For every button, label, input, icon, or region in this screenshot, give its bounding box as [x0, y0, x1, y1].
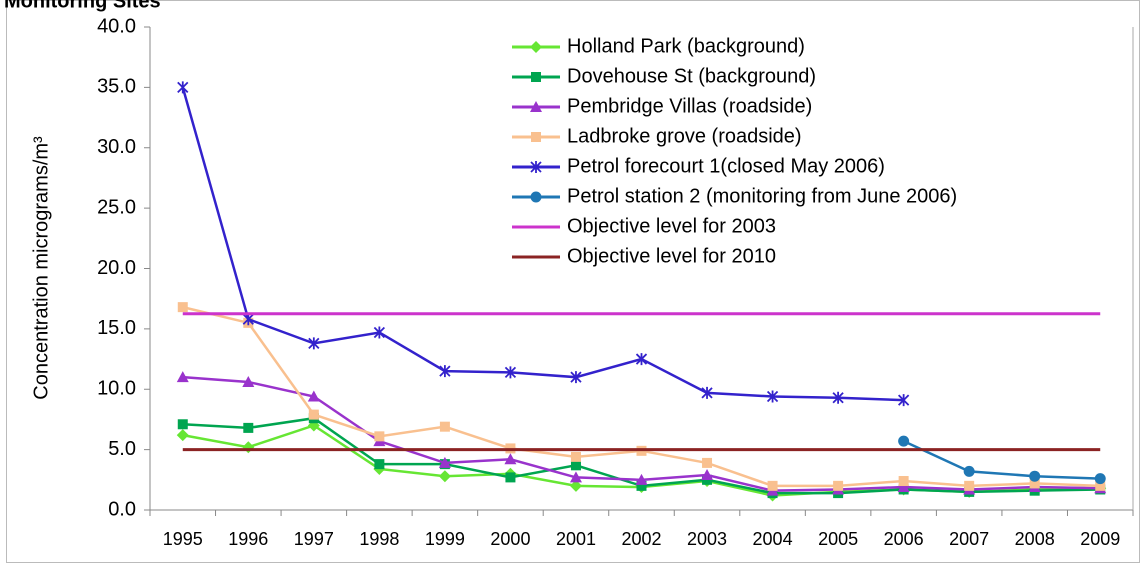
marker	[373, 326, 386, 339]
marker	[531, 72, 541, 82]
marker	[570, 460, 581, 471]
marker	[530, 41, 542, 53]
x-tick-label: 1997	[294, 529, 334, 549]
marker	[701, 468, 714, 480]
x-tick-label: 2006	[884, 529, 924, 549]
y-tick-label: 40.0	[97, 15, 136, 37]
marker	[530, 191, 542, 203]
x-tick-label: 2004	[753, 529, 793, 549]
y-tick-label: 10.0	[97, 378, 136, 400]
marker	[242, 376, 255, 388]
marker	[176, 429, 189, 442]
marker	[438, 470, 451, 483]
marker	[374, 459, 385, 470]
x-tick-label: 2000	[490, 529, 530, 549]
marker	[1094, 473, 1106, 485]
legend-label: Dovehouse St (background)	[567, 65, 816, 87]
marker	[243, 422, 254, 433]
legend: Holland Park (background) Dovehouse St (b…	[512, 35, 957, 267]
marker	[897, 481, 910, 493]
y-tick-label: 35.0	[97, 76, 136, 98]
marker	[701, 386, 713, 399]
marker	[531, 132, 541, 142]
marker	[439, 421, 450, 432]
series-line	[182, 305, 1101, 488]
marker	[438, 456, 451, 468]
y-axis-title: Concentration micrograms/m³	[30, 136, 52, 400]
legend-label: Petrol station 2 (monitoring from June 2…	[567, 185, 957, 207]
marker	[530, 101, 542, 112]
marker	[767, 480, 778, 491]
legend-label: Pembridge Villas (roadside)	[567, 95, 812, 117]
marker	[1095, 480, 1106, 491]
marker	[570, 371, 582, 384]
marker	[177, 419, 188, 430]
marker	[242, 441, 255, 454]
marker	[569, 479, 582, 492]
y-tick-label: 0.0	[108, 498, 136, 520]
marker	[832, 391, 844, 404]
y-tick-label: 5.0	[108, 438, 136, 460]
marker	[766, 390, 779, 403]
marker	[1029, 478, 1040, 489]
marker	[177, 302, 188, 313]
x-tick-label: 2001	[556, 529, 596, 549]
x-tick-label: 2008	[1015, 529, 1055, 549]
series-line	[903, 440, 1101, 480]
chart-title: Monitoring Sites	[4, 0, 161, 12]
marker	[702, 457, 713, 468]
series-line	[182, 375, 1101, 492]
marker	[897, 394, 910, 407]
marker	[898, 476, 909, 487]
x-tick-label: 2005	[818, 529, 858, 549]
y-tick-label: 30.0	[97, 136, 136, 158]
marker	[504, 453, 517, 465]
x-tick-label: 2002	[621, 529, 661, 549]
marker	[898, 435, 910, 447]
marker	[636, 480, 647, 491]
legend-label: Objective level for 2010	[567, 245, 776, 267]
legend-label: Ladbroke grove (roadside)	[567, 125, 802, 147]
marker	[308, 409, 319, 420]
marker	[833, 480, 844, 491]
marker	[963, 465, 975, 477]
y-tick-label: 15.0	[97, 317, 136, 339]
y-tick-label: 25.0	[97, 196, 136, 218]
marker	[308, 337, 320, 350]
marker	[307, 390, 320, 402]
legend-label: Holland Park (background)	[567, 35, 805, 57]
marker	[964, 480, 975, 491]
marker	[635, 353, 648, 366]
chart-border	[6, 0, 1140, 563]
x-tick-label: 2007	[949, 529, 989, 549]
marker	[569, 471, 582, 483]
x-tick-label: 1999	[425, 529, 465, 549]
marker	[374, 431, 385, 442]
x-tick-label: 2009	[1080, 529, 1120, 549]
x-tick-label: 1996	[228, 529, 268, 549]
marker	[530, 161, 542, 173]
x-tick-label: 1998	[359, 529, 399, 549]
marker	[176, 371, 189, 383]
marker	[570, 451, 581, 462]
x-tick-label: 1995	[163, 529, 203, 549]
marker	[505, 472, 516, 483]
y-tick-label: 20.0	[97, 257, 136, 279]
x-tick-label: 2003	[687, 529, 727, 549]
legend-label: Petrol forecourt 1(closed May 2006)	[567, 155, 885, 177]
series-line	[181, 87, 904, 402]
legend-label: Objective level for 2003	[567, 215, 776, 237]
marker	[177, 81, 189, 94]
marker	[504, 366, 517, 379]
marker	[439, 365, 451, 378]
marker	[1029, 470, 1041, 482]
marker	[635, 473, 648, 485]
